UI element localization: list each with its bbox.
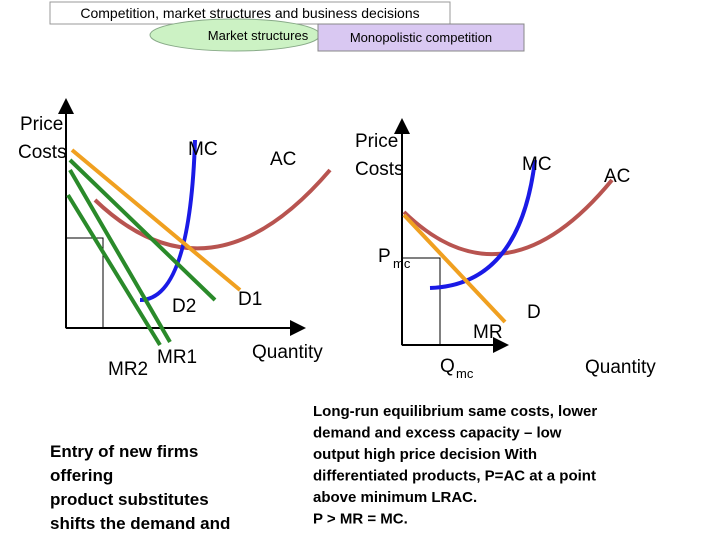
curve-label: AC <box>604 166 630 187</box>
tab[interactable]: Market structures <box>208 28 309 43</box>
curve-label: MR <box>473 322 503 343</box>
price-subscript: mc <box>393 256 411 271</box>
text-line: differentiated products, P=AC at a point <box>313 468 596 485</box>
header-title: Competition, market structures and busin… <box>80 5 419 21</box>
curve-label: MR2 <box>108 359 148 380</box>
tab[interactable]: Monopolistic competition <box>350 30 492 45</box>
text-line: shifts the demand and <box>50 514 230 533</box>
right-text: Long-run equilibrium same costs, lower de… <box>313 403 597 528</box>
axis-label: Costs <box>355 159 404 180</box>
text-line: Entry of new firms <box>50 442 198 461</box>
curve-label: MR1 <box>157 347 197 368</box>
curve-label: D <box>527 302 541 323</box>
price-label: P <box>378 246 391 267</box>
left-diagram <box>58 98 332 347</box>
axis-label: Quantity <box>252 342 323 363</box>
axis-label: Quantity <box>585 357 656 378</box>
axis-label: Price <box>355 131 398 152</box>
tab-box[interactable] <box>317 23 525 52</box>
text-line: demand and excess capacity – low <box>313 425 562 442</box>
curve-label: D2 <box>172 296 196 317</box>
curve-label: MC <box>522 154 552 175</box>
axis-label: Price <box>20 114 63 135</box>
axis-label: Costs <box>18 142 67 163</box>
text-line: offering <box>50 466 113 485</box>
left-text: Entry of new firms offering product substi… <box>50 442 230 533</box>
curve-label: MC <box>188 139 218 160</box>
right-diagram <box>394 118 614 353</box>
text-line: P > MR = MC. <box>313 511 408 528</box>
curve-label: D1 <box>238 289 262 310</box>
text-line: above minimum LRAC. <box>313 489 477 506</box>
text-line: product substitutes <box>50 490 209 509</box>
quantity-label: Q <box>440 356 455 377</box>
quantity-subscript: mc <box>456 366 474 381</box>
text-line: output high price decision With <box>313 446 537 463</box>
curve-label: AC <box>270 149 296 170</box>
text-line: Long-run equilibrium same costs, lower <box>313 403 597 420</box>
